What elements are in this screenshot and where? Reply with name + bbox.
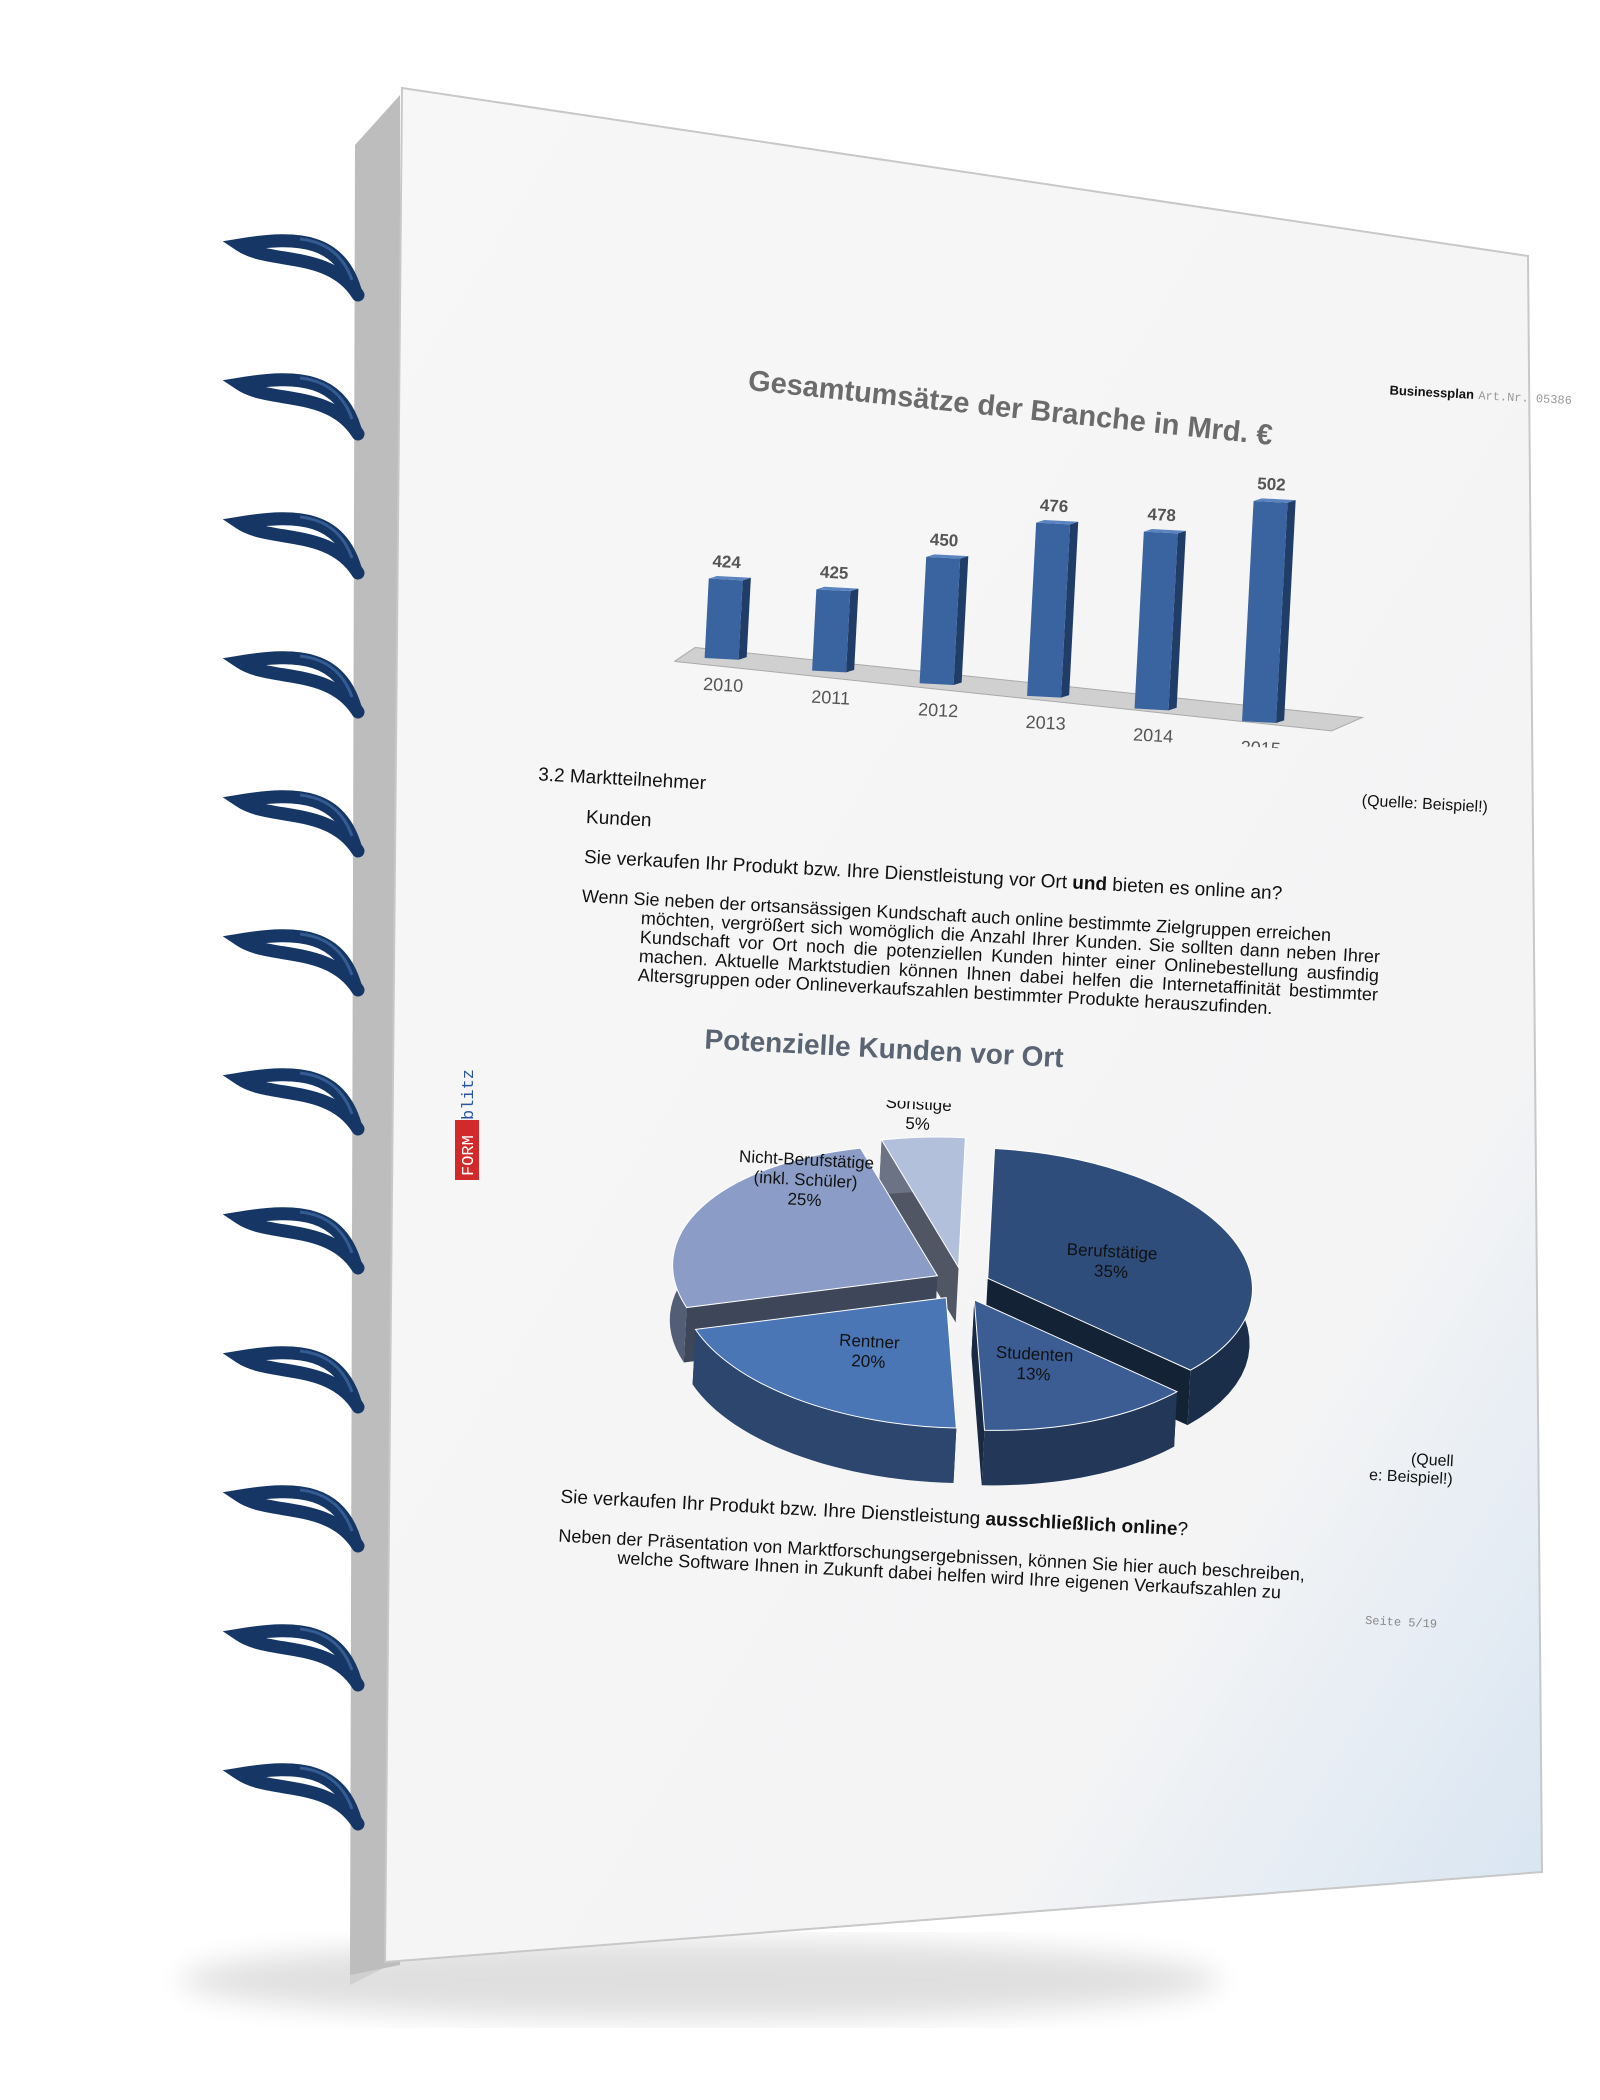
slice-percent: 5% (905, 1114, 931, 1134)
slice-top (672, 1147, 939, 1309)
x-tick-label: 2015 (1240, 737, 1281, 754)
brand-logo: FORM blitz (455, 1050, 479, 1180)
slice-top (694, 1297, 957, 1429)
spiral-coil (222, 1485, 365, 1553)
spiral-highlight (299, 237, 354, 281)
bar-top (1253, 498, 1296, 503)
bar-side (1168, 530, 1186, 711)
svg-text:FORM: FORM (460, 1135, 479, 1176)
slice-percent: 13% (1016, 1364, 1051, 1385)
bar-side (1275, 500, 1296, 723)
bar (1242, 500, 1288, 723)
spiral-highlight (299, 1766, 354, 1810)
spiral-highlight (299, 654, 354, 698)
data-label: 476 (1039, 496, 1068, 516)
spiral-highlight (299, 1627, 354, 1671)
q1-text: Sie verkaufen Ihr Produkt bzw. Ihre Dien… (583, 846, 1073, 894)
bar (1027, 522, 1071, 698)
slice-label: Berufstätige (1066, 1240, 1158, 1264)
x-tick-label: 2011 (811, 687, 851, 709)
doc-name: Businessplan (1389, 382, 1475, 402)
spiral-coil (222, 1763, 365, 1831)
slice-label: Sonstige (885, 1093, 952, 1115)
pie-slice (971, 1299, 1179, 1486)
spiral-coil (222, 373, 365, 441)
data-label: 425 (820, 563, 849, 583)
page-edge (350, 95, 400, 1975)
q1-text-end: bieten es online an? (1106, 874, 1283, 905)
bar-chart: 424 2010 425 2011 450 2012 476 2013 478 2014 502 20… (672, 474, 1365, 754)
pie-slice (692, 1297, 957, 1483)
spiral-coil (222, 929, 365, 997)
data-label: 450 (929, 530, 958, 550)
q2-text-end: ? (1176, 1518, 1189, 1541)
slice-edge (692, 1329, 957, 1483)
page-content: Businessplan Art.Nr. 05386 Gesamtumsätze… (487, 360, 1573, 1808)
drop-shadow (180, 1940, 1220, 2020)
bar-side (846, 588, 859, 673)
bar (919, 556, 961, 686)
spiral-highlight (299, 1488, 354, 1532)
data-label: 424 (712, 552, 742, 572)
bar (1134, 531, 1178, 711)
bar-side (738, 577, 751, 660)
spiral-binding (222, 234, 365, 1831)
x-tick-label: 2013 (1025, 712, 1066, 734)
svg-text:blitz: blitz (460, 1069, 479, 1120)
pie-slice (878, 1136, 966, 1323)
spiral-coil (222, 1207, 365, 1275)
spiral-highlight (299, 1071, 354, 1115)
data-label: 502 (1257, 474, 1286, 494)
bar-top (708, 575, 751, 581)
slice-percent: 35% (1094, 1261, 1129, 1282)
subheading-kunden: Kunden (585, 807, 653, 832)
q1-bold: und (1071, 872, 1108, 896)
slice-label: Rentner (839, 1331, 901, 1353)
spiral-highlight (299, 1210, 354, 1254)
spiral-highlight (299, 1349, 354, 1393)
spiral-highlight (299, 515, 354, 559)
bar (704, 578, 743, 660)
spiral-coil (222, 1624, 365, 1692)
spiral-coil (222, 1068, 365, 1136)
pie-chart-title: Potenzielle Kunden vor Ort (703, 1023, 1065, 1074)
spiral-highlight (299, 932, 354, 976)
slice-top (973, 1299, 1179, 1431)
slice-percent: 20% (851, 1351, 886, 1372)
spiral-coil (222, 1346, 365, 1414)
section-heading: 3.2 Marktteilnehmer (537, 764, 707, 795)
bar-top (926, 554, 969, 559)
slice-edge (981, 1391, 1177, 1486)
slice-side (971, 1299, 985, 1486)
slice-top (987, 1148, 1253, 1371)
x-tick-label: 2012 (918, 699, 959, 721)
pie-chart: Berufstätige35%Studenten13%Rentner20%Nic… (669, 1093, 1253, 1486)
slice-top (880, 1136, 966, 1270)
x-tick-label: 2014 (1133, 725, 1174, 747)
bar-top (1036, 520, 1079, 525)
data-label: 478 (1147, 505, 1176, 525)
slice-label: Studenten (995, 1343, 1073, 1366)
slice-percent: 25% (787, 1189, 822, 1210)
spiral-highlight (299, 793, 354, 837)
page-number: Seite 5/19 (1364, 1613, 1438, 1632)
x-tick-label: 2010 (703, 674, 744, 696)
spiral-coil (222, 790, 365, 858)
bar-side (953, 556, 969, 686)
spiral-highlight (299, 376, 354, 420)
spiral-coil (222, 512, 365, 580)
bar-chart-source: (Quelle: Beispiel!) (1361, 792, 1489, 817)
spiral-coil (222, 234, 365, 302)
bar-side (1061, 521, 1079, 698)
paragraph-kundschaft: Wenn Sie neben der ortsansässigen Kundsc… (577, 886, 1381, 1024)
bar (812, 589, 851, 673)
bar-top (816, 586, 859, 592)
bar-top (1143, 529, 1186, 534)
spiral-coil (222, 651, 365, 719)
